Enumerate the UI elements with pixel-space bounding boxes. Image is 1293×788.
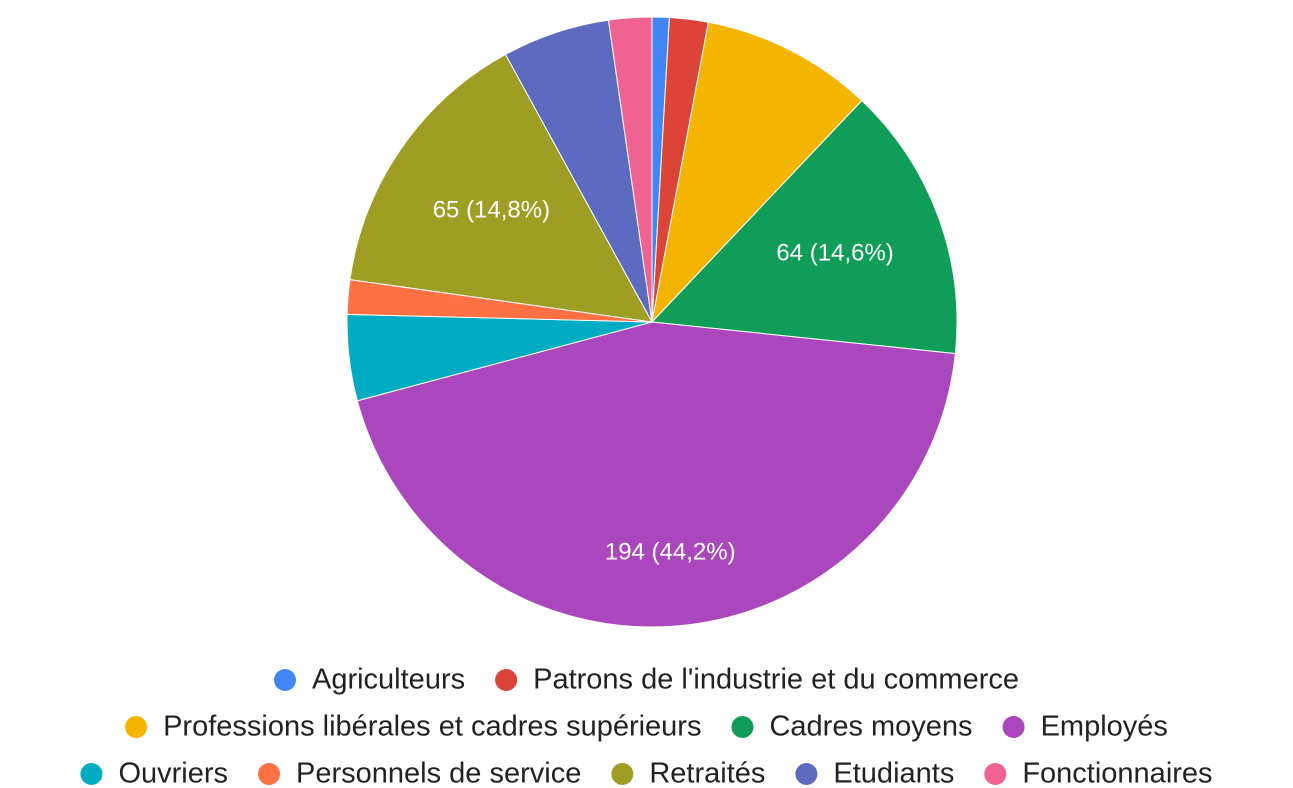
pie-slice [607, 16, 653, 323]
pie-slice [356, 321, 956, 628]
legend-marker [273, 669, 296, 691]
pie-slice [651, 21, 863, 324]
legend-marker [1002, 716, 1025, 738]
legend-marker [731, 716, 754, 738]
legend-label: Etudiants [833, 758, 954, 788]
legend-marker [125, 716, 148, 738]
pie-slice [349, 53, 653, 323]
legend-marker [258, 763, 281, 785]
legend-label: Patrons de l'industrie et du commerce [533, 664, 1019, 696]
legend-label: Agriculteurs [312, 664, 465, 696]
legend-marker [495, 669, 518, 691]
pie-slice [650, 99, 958, 355]
slice-label: 194 (44,2%) [605, 538, 736, 565]
legend-label: Fonctionnaires [1022, 758, 1212, 788]
legend-label: Ouvriers [118, 758, 228, 788]
legend-label: Professions libérales et cadres supérieu… [163, 711, 701, 743]
legend-marker [795, 763, 818, 785]
legend-marker [80, 763, 103, 785]
slice-label: 65 (14,8%) [433, 196, 550, 223]
slice-label: 64 (14,6%) [776, 240, 893, 267]
legend-marker [984, 763, 1007, 785]
legend-label: Personnels de service [296, 758, 581, 788]
legend-label: Employés [1041, 711, 1168, 743]
legend-marker [611, 763, 634, 785]
legend-label: Retraités [649, 758, 765, 788]
legend-label: Cadres moyens [769, 711, 972, 743]
